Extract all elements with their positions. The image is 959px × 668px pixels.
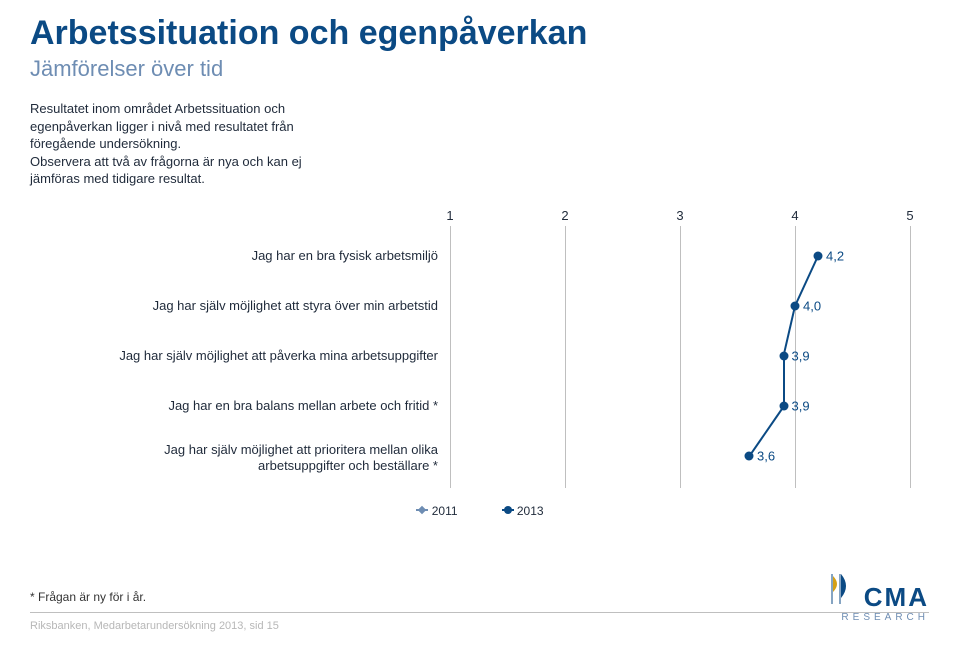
x-axis-tick: 5 — [906, 208, 913, 223]
row-label: Jag har en bra balans mellan arbete och … — [30, 398, 438, 414]
footer-text: Riksbanken, Medarbetarundersökning 2013,… — [30, 620, 279, 632]
intro-line: jämföras med tidigare resultat. — [30, 170, 460, 188]
intro-line: föregående undersökning. — [30, 135, 460, 153]
data-point-value: 3,9 — [792, 349, 810, 364]
series-line-2013 — [783, 356, 785, 406]
row-label: Jag har själv möjlighet att prioritera m… — [30, 442, 438, 473]
gridline — [450, 226, 451, 488]
x-axis-tick: 2 — [561, 208, 568, 223]
intro-line: Observera att två av frågorna är nya och… — [30, 153, 460, 171]
intro-line: Resultatet inom området Arbetssituation … — [30, 100, 460, 118]
logo-sub: RESEARCH — [809, 612, 929, 623]
data-point-value: 4,0 — [803, 299, 821, 314]
intro-line: egenpåverkan ligger i nivå med resultate… — [30, 118, 460, 136]
data-point-value: 3,6 — [757, 449, 775, 464]
page-title: Arbetssituation och egenpåverkan — [30, 14, 587, 53]
gridline — [565, 226, 566, 488]
row-label: Jag har själv möjlighet att påverka mina… — [30, 348, 438, 364]
data-point-value: 4,2 — [826, 249, 844, 264]
row-label: Jag har själv möjlighet att styra över m… — [30, 298, 438, 314]
chart: 1 2 3 4 5 Jag har en bra fysisk arbetsmiljö 4,… — [30, 208, 930, 528]
gridline — [680, 226, 681, 488]
x-axis-tick: 3 — [676, 208, 683, 223]
logo-brand: CMA — [809, 584, 929, 610]
x-axis-tick: 4 — [791, 208, 798, 223]
legend-item: 2013 — [502, 504, 544, 518]
logo: CMA RESEARCH — [809, 584, 929, 623]
legend-item: 2011 — [416, 504, 457, 518]
row-label: Jag har en bra fysisk arbetsmiljö — [30, 248, 438, 264]
legend: 2011 2013 — [30, 504, 930, 518]
footer-separator — [30, 612, 929, 613]
intro-text: Resultatet inom området Arbetssituation … — [30, 100, 460, 188]
gridline — [910, 226, 911, 488]
page-subtitle: Jämförelser över tid — [30, 56, 223, 82]
footnote: * Frågan är ny för i år. — [30, 590, 146, 604]
data-point-value: 3,9 — [792, 399, 810, 414]
x-axis-tick: 1 — [446, 208, 453, 223]
